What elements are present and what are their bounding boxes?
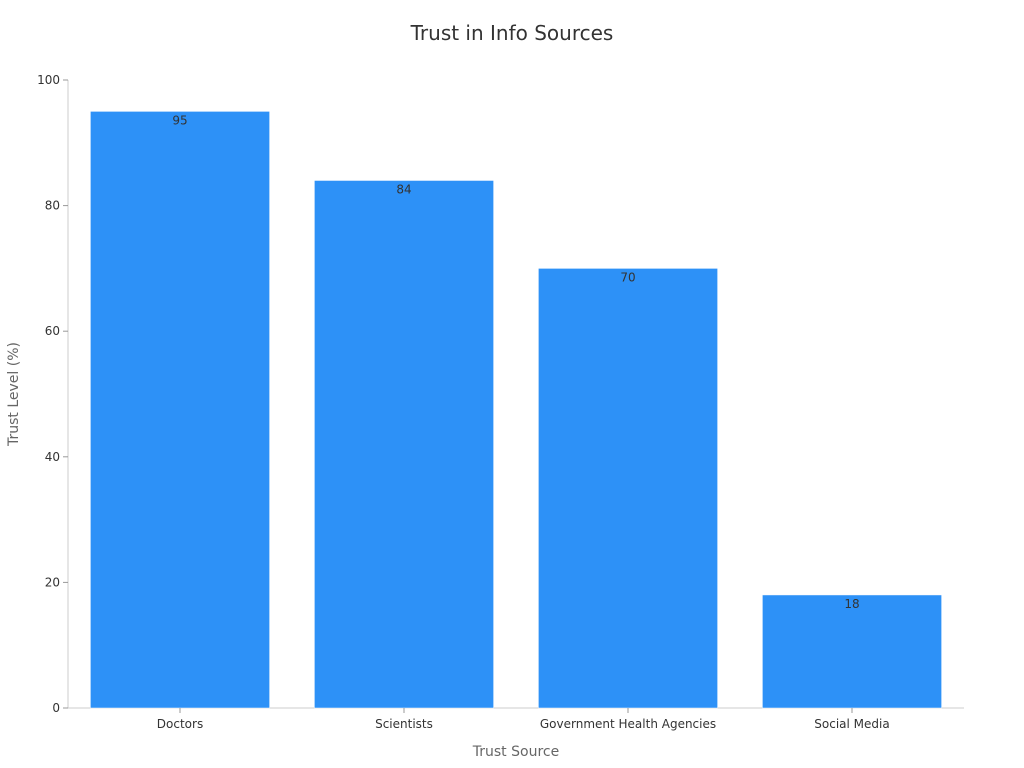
x-tick-label: Scientists	[375, 717, 433, 731]
x-tick-label: Social Media	[814, 717, 889, 731]
y-tick-label: 100	[37, 73, 60, 87]
y-tick-label: 80	[45, 199, 60, 213]
bar	[538, 268, 718, 709]
bar-value-label: 84	[396, 182, 411, 196]
bar-value-label: 70	[620, 270, 635, 284]
x-axis-ticks: Doctors Scientists Government Health Agenc…	[157, 708, 890, 731]
bar	[762, 594, 942, 709]
y-tick-label: 20	[45, 575, 60, 589]
y-tick-label: 60	[45, 324, 60, 338]
bar-value-label: 18	[844, 597, 859, 611]
bar-value-labels: 95 84 70 18	[172, 113, 859, 611]
bar-value-label: 95	[172, 113, 187, 127]
x-axis-title: Trust Source	[472, 744, 559, 760]
bar	[90, 111, 270, 709]
bars	[90, 111, 942, 709]
bar	[314, 180, 494, 709]
y-axis-ticks: 0 20 40 60 80 100	[37, 73, 68, 715]
y-tick-label: 40	[45, 450, 60, 464]
x-tick-label: Doctors	[157, 717, 203, 731]
chart-title: Trust in Info Sources	[410, 21, 614, 45]
y-axis-title: Trust Level (%)	[6, 342, 22, 447]
y-tick-label: 0	[52, 701, 60, 715]
x-tick-label: Government Health Agencies	[540, 717, 716, 731]
